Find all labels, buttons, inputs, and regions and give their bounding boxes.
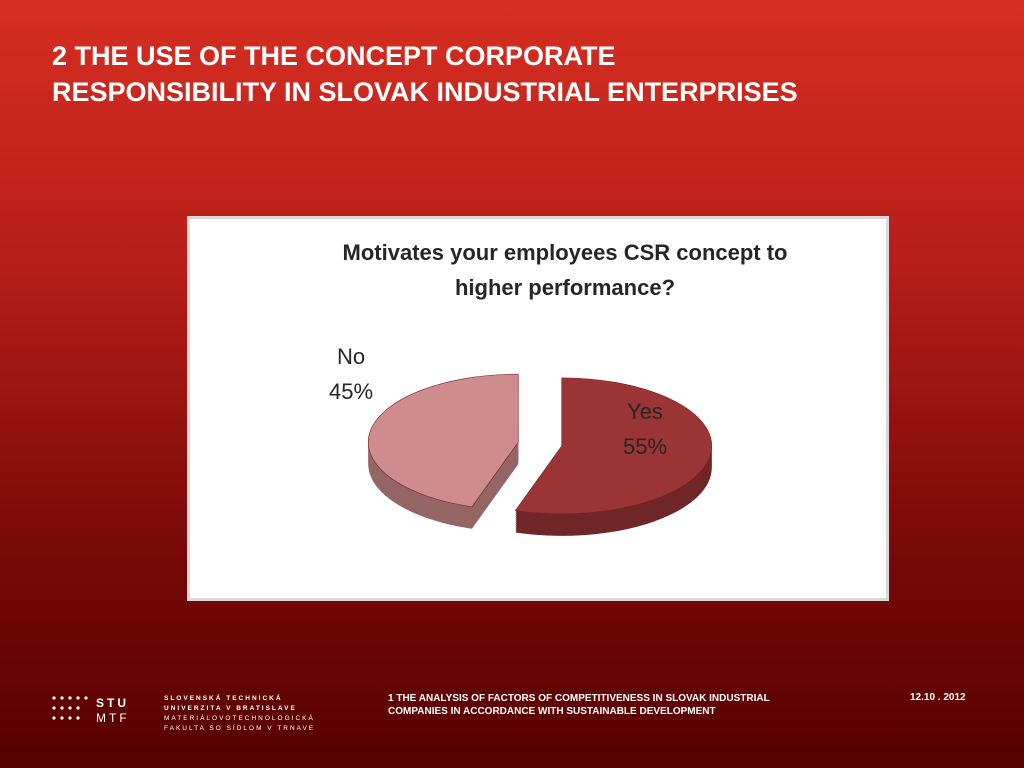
chart-title: higher performance? <box>455 275 675 300</box>
footer-caption: 1 THE ANALYSIS OF FACTORS OF COMPETITIVE… <box>388 692 858 718</box>
university-line: FAKULTA SO SÍDLOM V TRNAVE <box>164 725 316 732</box>
university-name: SLOVENSKÁ TECHNICKÁ UNIVERZITA V BRATISL… <box>164 694 315 734</box>
slide-title: 2 THE USE OF THE CONCEPT CORPORATE RESPO… <box>52 38 972 110</box>
pie-slice <box>368 373 519 508</box>
university-line: UNIVERZITA V BRATISLAVE <box>164 705 297 712</box>
slice-label: Yes <box>627 399 663 424</box>
chart-box: Motivates your employees CSR concept to … <box>187 216 889 601</box>
slice-label: No <box>337 344 365 369</box>
title-line: 2 THE USE OF THE CONCEPT CORPORATE <box>52 41 616 71</box>
caption-line: 1 THE ANALYSIS OF FACTORS OF COMPETITIVE… <box>388 693 770 704</box>
footer-date: 12.10 . 2012 <box>910 692 966 703</box>
university-line: MATERIÁLOVOTECHNOLOGICKÁ <box>164 715 315 722</box>
university-line: SLOVENSKÁ TECHNICKÁ <box>164 695 283 702</box>
logo-text: STU <box>96 696 129 710</box>
chart-title: Motivates your employees CSR concept to <box>343 240 788 265</box>
logo-text: MTF <box>96 711 130 725</box>
slice-value-label: 55% <box>623 434 667 459</box>
logo-dots <box>52 696 88 720</box>
title-line: RESPONSIBILITY IN SLOVAK INDUSTRIAL ENTE… <box>52 77 798 107</box>
caption-line: COMPANIES IN ACCORDANCE WITH SUSTAINABLE… <box>388 706 716 717</box>
pie-slice <box>514 377 713 515</box>
chart: Motivates your employees CSR concept to … <box>329 240 788 536</box>
slice-value-label: 45% <box>329 379 373 404</box>
